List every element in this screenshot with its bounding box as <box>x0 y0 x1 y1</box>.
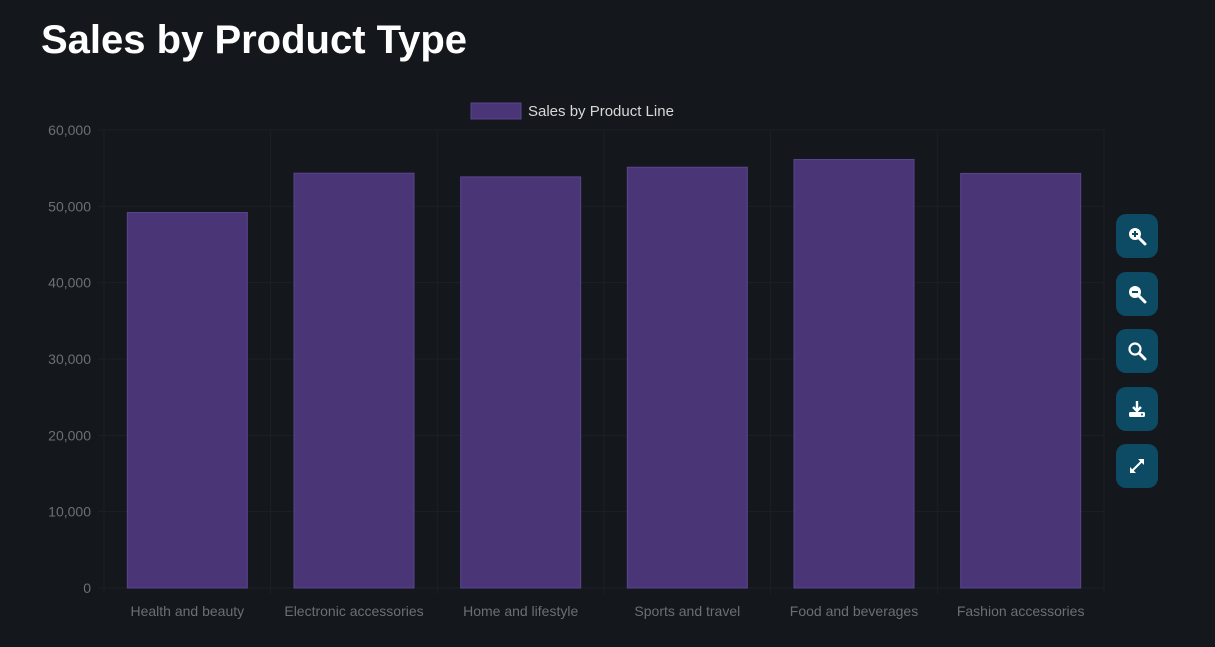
bar[interactable] <box>460 176 582 589</box>
y-tick-label: 60,000 <box>48 122 91 138</box>
legend-label[interactable]: Sales by Product Line <box>528 103 674 120</box>
legend-swatch[interactable] <box>470 102 522 120</box>
expand-icon <box>1130 459 1144 473</box>
x-tick-label: Electronic accessories <box>284 603 423 619</box>
bar[interactable] <box>126 212 248 589</box>
download-icon <box>1129 401 1145 417</box>
bar[interactable] <box>793 158 915 589</box>
x-tick-label: Home and lifestyle <box>463 603 578 619</box>
download-button[interactable] <box>1116 387 1158 431</box>
x-tick-label: Health and beauty <box>131 603 245 619</box>
bar[interactable] <box>960 172 1082 589</box>
zoom-in-icon <box>1129 228 1147 246</box>
page-title: Sales by Product Type <box>41 18 468 62</box>
fullscreen-button[interactable] <box>1116 444 1158 488</box>
y-tick-label: 10,000 <box>48 504 91 520</box>
y-tick-label: 50,000 <box>48 198 91 214</box>
zoom-in-button[interactable] <box>1116 214 1158 258</box>
y-tick-label: 0 <box>83 580 91 596</box>
zoom-out-icon <box>1129 286 1147 304</box>
x-tick-label: Fashion accessories <box>957 603 1085 619</box>
y-tick-label: 20,000 <box>48 427 91 443</box>
x-tick-label: Sports and travel <box>634 603 740 619</box>
bar[interactable] <box>626 166 748 589</box>
zoom-out-button[interactable] <box>1116 272 1158 316</box>
y-tick-label: 30,000 <box>48 351 91 367</box>
reset-zoom-button[interactable] <box>1116 329 1158 373</box>
y-tick-label: 40,000 <box>48 275 91 291</box>
search-icon <box>1128 342 1147 361</box>
x-tick-label: Food and beverages <box>790 603 918 619</box>
bar[interactable] <box>293 172 415 589</box>
